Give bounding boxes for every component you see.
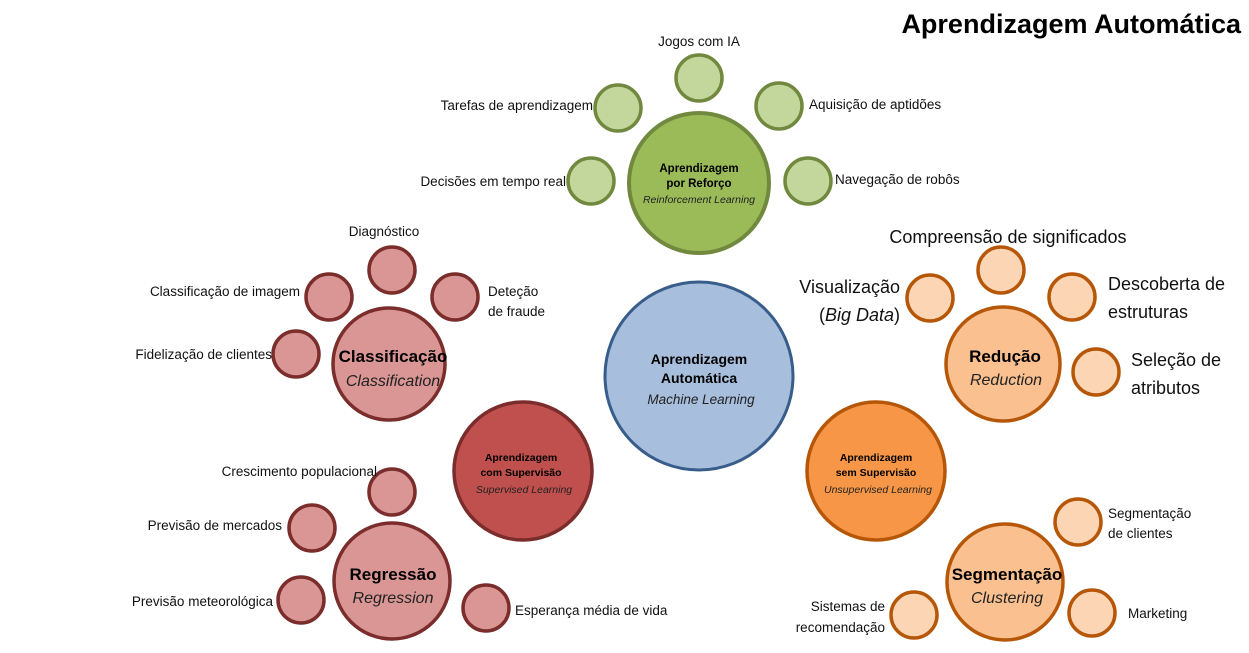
- label-sistemas-1: Sistemas de: [811, 599, 885, 614]
- label-selecao-2: atributos: [1131, 378, 1200, 398]
- leaf-aquisicao-node: [754, 81, 804, 131]
- core-title-1: Aprendizagem: [651, 351, 747, 367]
- supervised-title-2: com Supervisão: [480, 467, 561, 479]
- leaf-crescimento-node: [367, 467, 417, 517]
- leaf-selecao-node: [1071, 347, 1121, 397]
- reinforcement-subtitle: Reinforcement Learning: [643, 194, 755, 206]
- label-marketing: Marketing: [1128, 606, 1187, 621]
- supervised-subtitle: Supervised Learning: [476, 484, 572, 496]
- label-meteorologica: Previsão meteorológica: [132, 594, 274, 609]
- leaf-fraude-node: [430, 272, 480, 322]
- leaf-tarefas-node: [593, 83, 643, 133]
- unsupervised-title-2: sem Supervisão: [836, 467, 917, 479]
- reduction-subtitle: Reduction: [970, 372, 1042, 389]
- label-diagnostico: Diagnóstico: [349, 224, 420, 239]
- reinforcement-cluster: Aprendizagem por Reforço Reinforcement L…: [420, 34, 960, 255]
- label-tarefas: Tarefas de aprendizagem: [441, 98, 593, 113]
- label-imagem: Classificação de imagem: [150, 284, 300, 299]
- clustering-title: Segmentação: [952, 565, 1063, 584]
- leaf-segmentacao-node: [1053, 497, 1103, 547]
- label-segmentacao-1: Segmentação: [1108, 506, 1191, 521]
- supervised-node: [452, 400, 594, 542]
- reinforcement-node: [627, 111, 771, 255]
- core-subtitle: Machine Learning: [647, 392, 755, 407]
- label-descoberta-1: Descoberta de: [1108, 274, 1225, 294]
- unsupervised-title-1: Aprendizagem: [840, 452, 912, 464]
- leaf-decisoes-node: [566, 156, 616, 206]
- unsupervised-node: [805, 400, 947, 542]
- core-title-2: Automática: [661, 370, 737, 386]
- page-title-halo: Aprendizagem Automática: [901, 9, 1242, 39]
- leaf-diagnostico-node: [367, 245, 417, 295]
- clustering-node: [945, 522, 1065, 642]
- classification-node: [331, 306, 447, 422]
- label-fraude-1: Deteção: [488, 284, 538, 299]
- leaf-fidelizacao-node: [271, 329, 321, 379]
- unsupervised-cluster: Redução Reduction Compreensão de signifi…: [796, 227, 1225, 642]
- supervised-cluster: Classificação Classification Diagnóstico…: [132, 224, 668, 641]
- label-segmentacao-2: de clientes: [1108, 526, 1173, 541]
- label-esperanca: Esperança média de vida: [515, 603, 668, 618]
- label-visualizacao-1: Visualização: [799, 277, 900, 297]
- label-visualizacao-2: (Big Data): [819, 305, 900, 325]
- leaf-esperanca-node: [461, 583, 511, 633]
- label-crescimento: Crescimento populacional: [222, 464, 377, 479]
- leaf-jogos-node: [674, 53, 724, 103]
- reinforcement-title-2: por Reforço: [666, 178, 731, 190]
- regression-subtitle: Regression: [353, 590, 434, 607]
- core-node: [603, 280, 795, 472]
- leaf-visualizacao-node: [905, 273, 955, 323]
- reinforcement-title-1: Aprendizagem: [659, 163, 738, 175]
- leaf-marketing-node: [1067, 588, 1117, 638]
- unsupervised-subtitle: Unsupervised Learning: [824, 484, 932, 496]
- classification-subtitle: Classification: [346, 373, 440, 390]
- leaf-mercados-node: [287, 503, 337, 553]
- label-aquisicao: Aquisição de aptidões: [809, 97, 941, 112]
- label-compreensao: Compreensão de significados: [889, 227, 1126, 247]
- reduction-node: [944, 305, 1062, 423]
- label-descoberta-2: estruturas: [1108, 302, 1188, 322]
- label-fraude-2: de fraude: [488, 304, 545, 319]
- leaf-meteorologica-node: [276, 575, 326, 625]
- reduction-title: Redução: [969, 347, 1041, 366]
- leaf-imagem-node: [304, 272, 354, 322]
- page-title: Aprendizagem Automática: [901, 9, 1242, 39]
- regression-title: Regressão: [350, 565, 437, 584]
- label-navegacao: Navegação de robôs: [835, 172, 960, 187]
- leaf-sistemas-node: [889, 590, 939, 640]
- label-jogos: Jogos com IA: [658, 34, 740, 49]
- label-fidelizacao: Fidelização de clientes: [135, 347, 272, 362]
- supervised-title-1: Aprendizagem: [485, 452, 557, 464]
- label-mercados: Previsão de mercados: [148, 518, 283, 533]
- label-selecao-1: Seleção de: [1131, 350, 1221, 370]
- regression-node: [332, 521, 452, 641]
- classification-title: Classificação: [339, 347, 448, 366]
- label-sistemas-2: recomendação: [796, 620, 885, 635]
- leaf-descoberta-node: [1047, 272, 1097, 322]
- leaf-compreensao-node: [976, 245, 1026, 295]
- clustering-subtitle: Clustering: [971, 590, 1043, 607]
- leaf-navegacao-node: [783, 156, 833, 206]
- label-decisoes: Decisões em tempo real: [420, 174, 566, 189]
- core-cluster: Aprendizagem Automática Machine Learning: [603, 280, 795, 472]
